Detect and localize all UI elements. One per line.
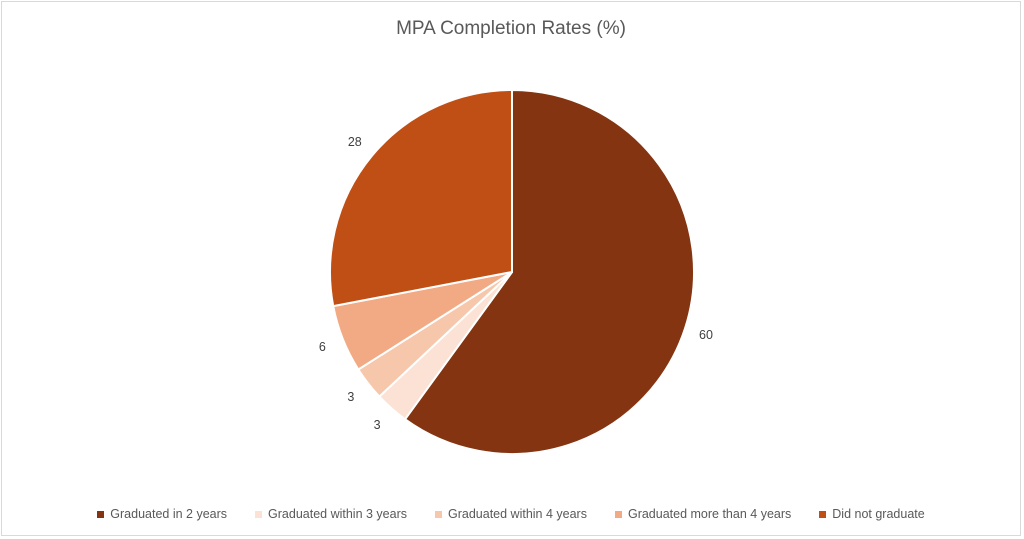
legend-swatch <box>97 510 105 518</box>
legend-label: Graduated within 4 years <box>448 507 587 521</box>
data-label-graduated-2-years: 60 <box>699 328 713 342</box>
chart-legend: Graduated in 2 years Graduated within 3 … <box>2 507 1020 521</box>
data-label-graduated-within-4-years: 3 <box>347 390 354 404</box>
data-label-graduated-within-3-years: 3 <box>374 418 381 432</box>
legend-label: Graduated in 2 years <box>110 507 228 521</box>
data-label-graduated-more-than-4-years: 6 <box>319 340 326 354</box>
legend-item-graduated-within-3-years: Graduated within 3 years <box>255 507 407 521</box>
legend-item-graduated-within-4-years: Graduated within 4 years <box>435 507 587 521</box>
legend-label: Did not graduate <box>832 507 925 521</box>
pie-slice-did-not-graduate <box>329 88 513 308</box>
legend-label: Graduated more than 4 years <box>627 507 792 521</box>
legend-item-graduated-2-years: Graduated in 2 years <box>97 507 227 521</box>
legend-item-did-not-graduate: Did not graduate <box>819 507 925 521</box>
legend-item-graduated-more-than-4-years: Graduated more than 4 years <box>614 507 792 521</box>
pie-slice-graduated-2-years <box>403 88 695 455</box>
legend-swatch <box>435 510 442 518</box>
data-label-did-not-graduate: 28 <box>348 135 362 149</box>
legend-swatch <box>614 510 622 518</box>
legend-label: Graduated within 3 years <box>268 507 407 521</box>
legend-swatch <box>819 510 827 518</box>
legend-swatch <box>255 510 263 518</box>
chart-title: MPA Completion Rates (%) <box>396 18 626 39</box>
